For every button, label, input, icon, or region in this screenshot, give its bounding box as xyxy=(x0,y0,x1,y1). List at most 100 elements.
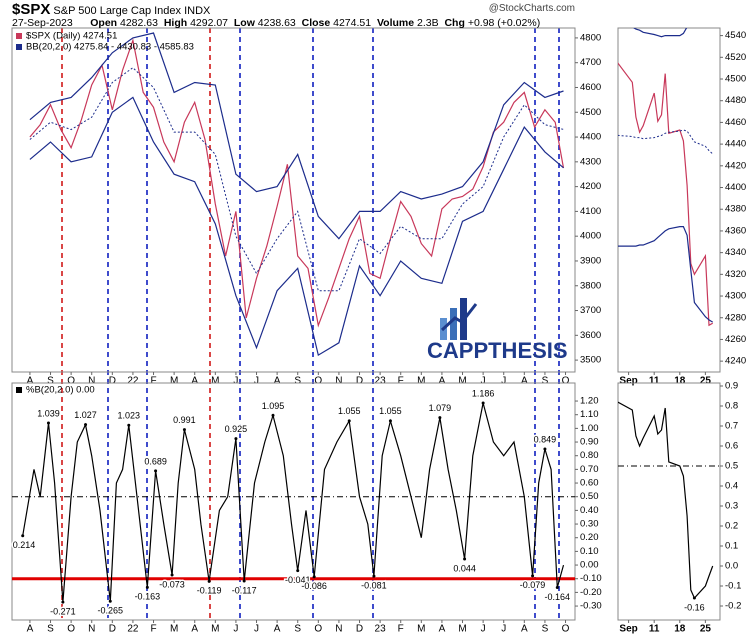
header-line-1: $SPX S&P 500 Large Cap Index INDX xyxy=(12,1,210,18)
y-tick-label: 0.30 xyxy=(580,519,599,530)
annotation-point xyxy=(127,423,131,427)
x-tick-label: D xyxy=(109,624,116,635)
annotation-label: 0.689 xyxy=(144,456,167,466)
annotation-point xyxy=(531,574,535,578)
x-tick-label: S xyxy=(47,376,54,387)
y-tick-label: 0.7 xyxy=(725,421,738,432)
legend-label: %B(20,2.0) 0.00 xyxy=(26,385,95,396)
x-tick-label: A xyxy=(439,624,446,635)
x-tick-label: M xyxy=(211,624,219,635)
annotation-point xyxy=(21,534,25,538)
plot-frame xyxy=(617,382,721,621)
x-tick-label: A xyxy=(191,376,198,387)
y-tick-label: 0.80 xyxy=(580,450,599,461)
annotation-point xyxy=(543,447,547,451)
open: 4282.63 xyxy=(120,17,158,29)
watermark: CAPPTHESIS xyxy=(427,338,568,363)
y-tick-label: 4800 xyxy=(580,32,601,43)
x-tick-label: 25 xyxy=(700,624,712,635)
series-line xyxy=(618,401,714,600)
y-tick-label: -0.20 xyxy=(580,587,602,598)
series-line xyxy=(29,32,564,240)
x-tick-label: 11 xyxy=(649,376,660,387)
annotation-label: -0.271 xyxy=(50,606,76,616)
low: 4238.63 xyxy=(257,17,296,29)
annotation-point xyxy=(388,419,392,423)
annotation-label: 0.849 xyxy=(534,434,557,444)
x-tick-label: O xyxy=(67,624,75,635)
series-line xyxy=(632,28,688,38)
annotation-point xyxy=(170,573,174,577)
x-tick-label: N xyxy=(88,624,95,635)
annotation-point xyxy=(207,579,211,583)
header-line-2: 27-Sep-2023 Open 4282.63 High 4292.07 Lo… xyxy=(12,17,540,29)
annotation-point xyxy=(555,585,559,589)
x-tick-label: S xyxy=(542,376,549,387)
change-label: Chg xyxy=(444,17,465,29)
x-tick-label: N xyxy=(335,624,342,635)
annotation-label: 1.039 xyxy=(37,408,60,418)
date: 27-Sep-2023 xyxy=(12,17,73,29)
y-tick-label: 1.00 xyxy=(580,423,599,434)
annotation-point xyxy=(234,437,238,441)
x-tick-label: D xyxy=(356,376,363,387)
y-tick-label: -0.2 xyxy=(725,601,741,612)
y-tick-label: -0.10 xyxy=(580,573,602,584)
x-tick-label: D xyxy=(109,376,116,387)
legend-swatch xyxy=(16,33,22,39)
annotation-label: -0.079 xyxy=(520,580,546,590)
annotation-point xyxy=(154,469,158,473)
annotation-point xyxy=(438,416,442,420)
x-tick-label: J xyxy=(481,376,486,387)
index-name: S&P 500 Large Cap Index xyxy=(53,5,182,17)
y-tick-label: 0.3 xyxy=(725,501,738,512)
annotation-point xyxy=(347,419,351,423)
x-tick-label: M xyxy=(170,624,178,635)
symbol: $SPX xyxy=(12,1,51,18)
y-tick-label: 4600 xyxy=(580,82,601,93)
y-tick-label: 4400 xyxy=(580,132,601,143)
annotation-label: -0.119 xyxy=(197,586,222,596)
volume: 2.3B xyxy=(417,17,439,29)
legend-label: $SPX (Daily) 4274.51 xyxy=(26,31,117,42)
annotation-label: -0.041 xyxy=(285,575,311,585)
annotation-label: 1.023 xyxy=(118,411,141,421)
legend-swatch xyxy=(16,44,22,50)
y-tick-label: 4200 xyxy=(580,181,601,192)
y-tick-label: 1.10 xyxy=(580,409,599,420)
x-tick-label: Sep xyxy=(619,624,637,635)
y-tick-label: 4420 xyxy=(725,160,746,171)
annotation-label: 1.055 xyxy=(338,406,361,416)
annotation-label: 1.055 xyxy=(379,406,402,416)
y-tick-label: 0.8 xyxy=(725,401,738,412)
y-tick-label: 4500 xyxy=(580,107,601,118)
annotation-label: -0.117 xyxy=(232,585,257,595)
annotation-label: -0.164 xyxy=(545,592,571,602)
series-line xyxy=(22,402,565,603)
x-tick-label: A xyxy=(27,624,34,635)
annotation-point xyxy=(61,600,65,604)
annotation-label: -0.073 xyxy=(159,579,185,589)
annotation-label: 0.991 xyxy=(173,415,196,425)
y-tick-label: 4380 xyxy=(725,204,746,215)
x-tick-label: A xyxy=(521,624,528,635)
x-tick-label: F xyxy=(150,376,156,387)
y-tick-label: 4540 xyxy=(725,30,746,41)
logo-arrow xyxy=(440,303,478,332)
x-tick-label: F xyxy=(398,624,404,635)
annotation-label: -0.163 xyxy=(135,592,161,602)
x-tick-label: O xyxy=(562,376,570,387)
y-tick-label: 0.10 xyxy=(580,546,599,557)
y-tick-label: 4300 xyxy=(580,156,601,167)
x-tick-label: 18 xyxy=(674,624,686,635)
change: +0.98 (+0.02%) xyxy=(467,17,541,29)
y-tick-label: 4440 xyxy=(725,139,746,150)
annotation-point xyxy=(84,423,88,427)
volume-label: Volume xyxy=(376,17,415,29)
annotation-label: 0.925 xyxy=(225,424,248,434)
x-tick-label: A xyxy=(521,376,528,387)
legend-label: BB(20,2.0) 4275.84 - 4430.83 - 4585.83 xyxy=(26,42,194,53)
y-tick-label: 0.70 xyxy=(580,464,599,475)
